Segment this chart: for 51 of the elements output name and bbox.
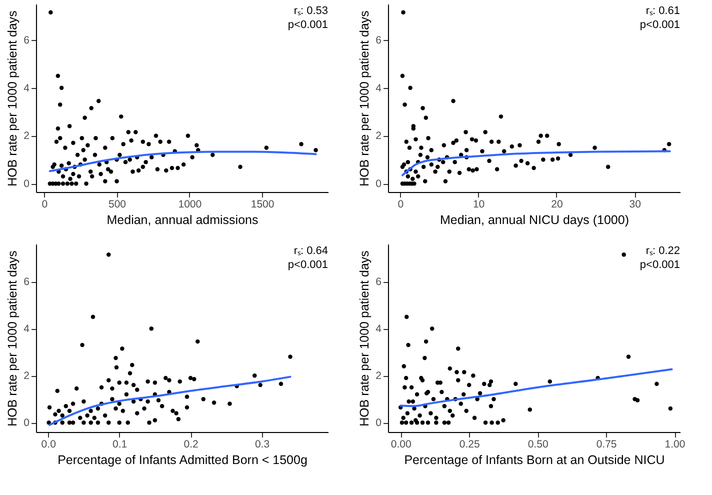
x-tick-label: 0.1 bbox=[112, 438, 128, 450]
annotation: rₛ: 0.61 bbox=[646, 5, 680, 17]
y-tick-label: 6 bbox=[376, 34, 382, 46]
x-axis-title: Median, annual admissions bbox=[106, 213, 258, 227]
x-tick-label: 500 bbox=[108, 198, 126, 210]
y-axis-title: HOB rate per 1000 patient days bbox=[6, 10, 20, 186]
x-tick-label: 0.3 bbox=[254, 438, 270, 450]
y-tick-label: 0 bbox=[24, 417, 30, 430]
y-tick-label: 0 bbox=[376, 178, 382, 190]
x-tick-label: 0.75 bbox=[596, 438, 617, 450]
y-axis-title: HOB rate per 1000 patient days bbox=[358, 250, 372, 426]
y-tick-label: 6 bbox=[24, 276, 30, 288]
annotation: p<0.001 bbox=[640, 259, 680, 271]
x-tick-label: 0.00 bbox=[390, 438, 412, 450]
x-tick-label: 1000 bbox=[178, 198, 202, 210]
y-tick-label: 6 bbox=[376, 276, 382, 288]
y-axis-title: HOB rate per 1000 patient days bbox=[358, 10, 372, 186]
x-tick-label: 0.25 bbox=[459, 438, 480, 450]
y-tick-label: 4 bbox=[376, 323, 382, 336]
annotation: rₛ: 0.53 bbox=[294, 5, 328, 17]
y-tick-label: 0 bbox=[24, 178, 30, 190]
line-series bbox=[48, 150, 317, 172]
annotation: p<0.001 bbox=[640, 19, 680, 31]
x-tick-label: 0.2 bbox=[184, 438, 198, 450]
y-tick-label: 0 bbox=[376, 417, 382, 430]
annotation: p<0.001 bbox=[288, 259, 328, 271]
annotation: p<0.001 bbox=[288, 19, 328, 31]
annotation: rₛ: 0.22 bbox=[646, 245, 680, 257]
x-axis-title: Percentage of Infants Admitted Born < 1500g bbox=[58, 453, 308, 467]
annotation: rₛ: 0.64 bbox=[294, 245, 328, 257]
y-tick-label: 4 bbox=[376, 82, 382, 94]
y-tick-label: 2 bbox=[24, 130, 30, 142]
x-tick-label: 0.50 bbox=[528, 438, 548, 450]
x-tick-label: 0 bbox=[398, 198, 404, 210]
x-tick-label: 1500 bbox=[250, 198, 274, 210]
y-tick-label: 2 bbox=[376, 130, 382, 142]
x-tick-label: 0.0 bbox=[41, 438, 56, 450]
y-tick-label: 2 bbox=[376, 370, 382, 382]
x-tick-label: 10 bbox=[472, 198, 485, 210]
y-tick-label: 6 bbox=[24, 34, 30, 46]
x-tick-label: 20 bbox=[551, 198, 563, 210]
x-axis-title: Percentage of Infants Born at an Outside NICU bbox=[404, 453, 665, 467]
y-axis-title: HOB rate per 1000 patient days bbox=[6, 250, 20, 426]
y-tick-label: 2 bbox=[24, 370, 30, 382]
y-tick-label: 4 bbox=[24, 82, 30, 94]
x-axis-title: Median, annual NICU days (1000) bbox=[440, 213, 629, 227]
line-series bbox=[401, 150, 671, 176]
y-tick-label: 4 bbox=[24, 323, 30, 336]
x-tick-label: 30 bbox=[629, 198, 642, 210]
x-tick-label: 1.00 bbox=[664, 438, 686, 450]
x-tick-label: 0 bbox=[42, 198, 48, 210]
